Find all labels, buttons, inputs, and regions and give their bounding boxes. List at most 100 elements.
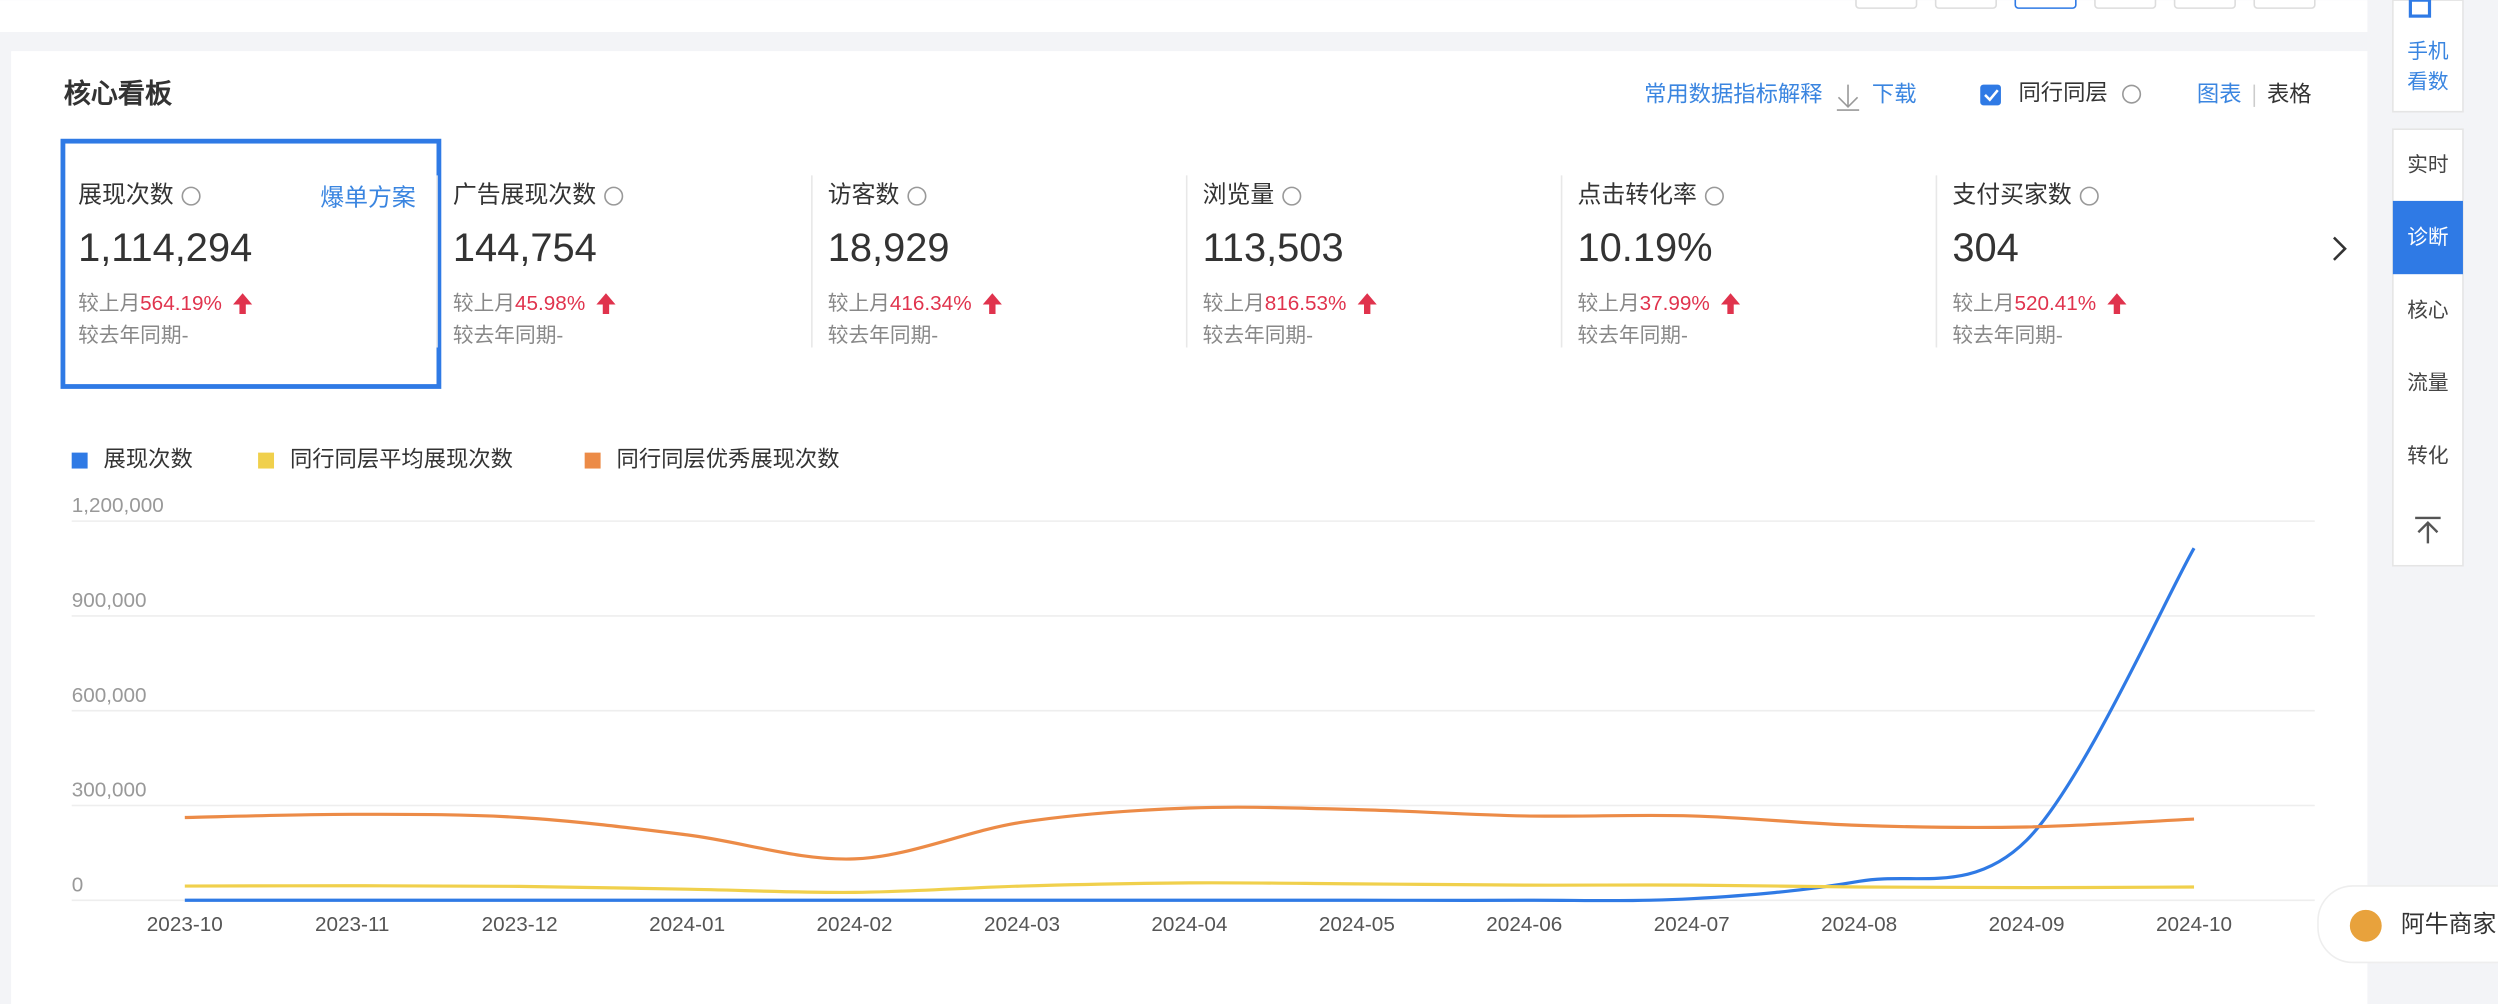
- view-table[interactable]: 表格: [2267, 82, 2312, 107]
- y-tick-label: 600,000: [72, 684, 147, 707]
- metric-label: 点击转化率: [1577, 181, 1696, 208]
- x-tick-label: 2023-12: [482, 913, 558, 936]
- x-tick-label: 2023-10: [147, 913, 223, 936]
- metric-value: 304: [1952, 226, 2018, 270]
- x-tick-label: 2023-11: [315, 913, 389, 936]
- x-tick-label: 2024-07: [1654, 913, 1730, 936]
- sidebar-tab: 转化: [2407, 445, 2448, 468]
- y-tick-label: 900,000: [72, 589, 147, 612]
- series-line: [184, 805, 2195, 861]
- x-tick-label: 2024-10: [2156, 913, 2232, 936]
- panel-title: 核心看板: [64, 78, 173, 109]
- change: 416.34%: [890, 292, 972, 315]
- compare-label: 较上月: [1577, 292, 1639, 315]
- help-icon: [1282, 186, 1302, 206]
- change: 37.99%: [1640, 292, 1710, 315]
- top-icon[interactable]: [2415, 516, 2441, 544]
- legend-swatch: [258, 452, 275, 469]
- check-mark: [1984, 89, 1999, 102]
- help-icon: [907, 186, 927, 206]
- sidebar-tab: 实时: [2407, 153, 2448, 176]
- y-tick-label: 300,000: [72, 779, 147, 802]
- sidebar-nav: [2392, 128, 2464, 567]
- view-chart[interactable]: 图表: [2197, 82, 2242, 107]
- yoy: 较去年同期-: [453, 324, 563, 347]
- compare-label: 较上月: [78, 292, 140, 315]
- top-buttons: [1855, 0, 2316, 9]
- link[interactable]: 下载: [1872, 82, 1917, 107]
- up-arrow: [233, 293, 253, 315]
- sidebar-text: 手机: [2407, 40, 2449, 63]
- selected-metric: [60, 138, 442, 389]
- compare-label: 较上月: [1952, 292, 2014, 315]
- series-line: [184, 547, 2196, 903]
- x-tick-label: 2024-06: [1486, 913, 1562, 936]
- sidebar-tab: 核心: [2407, 299, 2448, 322]
- checkbox[interactable]: [1980, 84, 2001, 106]
- metric-label: 展现次数: [78, 181, 174, 208]
- x-tick-label: 2024-08: [1821, 913, 1897, 936]
- download-icon: [1836, 84, 1860, 111]
- peer-toggle[interactable]: 同行同层: [2018, 80, 2107, 105]
- sidebar-mobile[interactable]: [2392, 0, 2464, 113]
- y-tick-label: 0: [72, 873, 84, 896]
- y-tick-label: 1,200,000: [72, 494, 164, 517]
- yoy: 较去年同期-: [828, 324, 938, 347]
- link[interactable]: 常用数据指标解释: [1644, 82, 1822, 107]
- metric-value: 113,503: [1203, 226, 1344, 270]
- x-tick-label: 2024-04: [1151, 913, 1227, 936]
- metric-label: 访客数: [828, 181, 900, 208]
- sidebar-tab: 诊断: [2407, 226, 2448, 249]
- help-icon: [2079, 186, 2099, 206]
- yoy: 较去年同期-: [78, 324, 188, 347]
- legend-swatch: [584, 452, 601, 469]
- metric-label: 广告展现次数: [453, 181, 596, 208]
- up-arrow: [982, 293, 1002, 315]
- sidebar-tab: 流量: [2407, 372, 2448, 395]
- chart: 0 300,000 600,000 900,000 1,200,000 2023-10 20…: [71, 446, 2315, 936]
- legend-label: 展现次数: [104, 446, 193, 471]
- badge-text: 阿牛商家: [2401, 911, 2497, 938]
- help-icon: [1704, 186, 1724, 206]
- legend-label: 同行同层平均展现次数: [290, 446, 513, 471]
- x-tick-label: 2024-09: [1989, 913, 2065, 936]
- legend-label: 同行同层优秀展现次数: [617, 446, 840, 471]
- sidebar-active: [2392, 200, 2463, 275]
- metric-link[interactable]: 爆单方案: [320, 185, 416, 212]
- yoy: 较去年同期-: [1203, 324, 1313, 347]
- change: 564.19%: [140, 292, 222, 315]
- next-arrow[interactable]: [2333, 236, 2347, 261]
- help-icon: [2122, 84, 2142, 104]
- yoy: 较去年同期-: [1577, 324, 1687, 347]
- x-tick-label: 2024-01: [649, 913, 725, 936]
- x-tick-label: 2024-05: [1319, 913, 1395, 936]
- x-tick-label: 2024-03: [984, 913, 1060, 936]
- metric-value: 1,114,294: [78, 226, 252, 270]
- top-bar: [0, 0, 2368, 33]
- qr-icon: [2408, 0, 2432, 18]
- badge-icon: [2349, 909, 2382, 942]
- metric-value: 10.19%: [1577, 226, 1712, 270]
- legend-swatch: [71, 452, 88, 469]
- change: 816.53%: [1265, 292, 1347, 315]
- up-arrow: [1357, 293, 1377, 315]
- compare-label: 较上月: [828, 292, 890, 315]
- compare-label: 较上月: [1203, 292, 1265, 315]
- metric-value: 144,754: [453, 226, 597, 270]
- up-arrow: [1720, 293, 1741, 315]
- compare-label: 较上月: [453, 292, 515, 315]
- up-arrow: [2107, 293, 2127, 315]
- metric-label: 支付买家数: [1952, 181, 2071, 208]
- badge[interactable]: [2317, 885, 2498, 964]
- card: [11, 51, 2368, 1004]
- change: 45.98%: [515, 292, 585, 315]
- help-icon: [181, 186, 201, 206]
- metric-value: 18,929: [828, 226, 950, 270]
- metric-label: 浏览量: [1203, 181, 1275, 208]
- x-tick-label: 2024-02: [817, 913, 893, 936]
- change: 520.41%: [2014, 292, 2096, 315]
